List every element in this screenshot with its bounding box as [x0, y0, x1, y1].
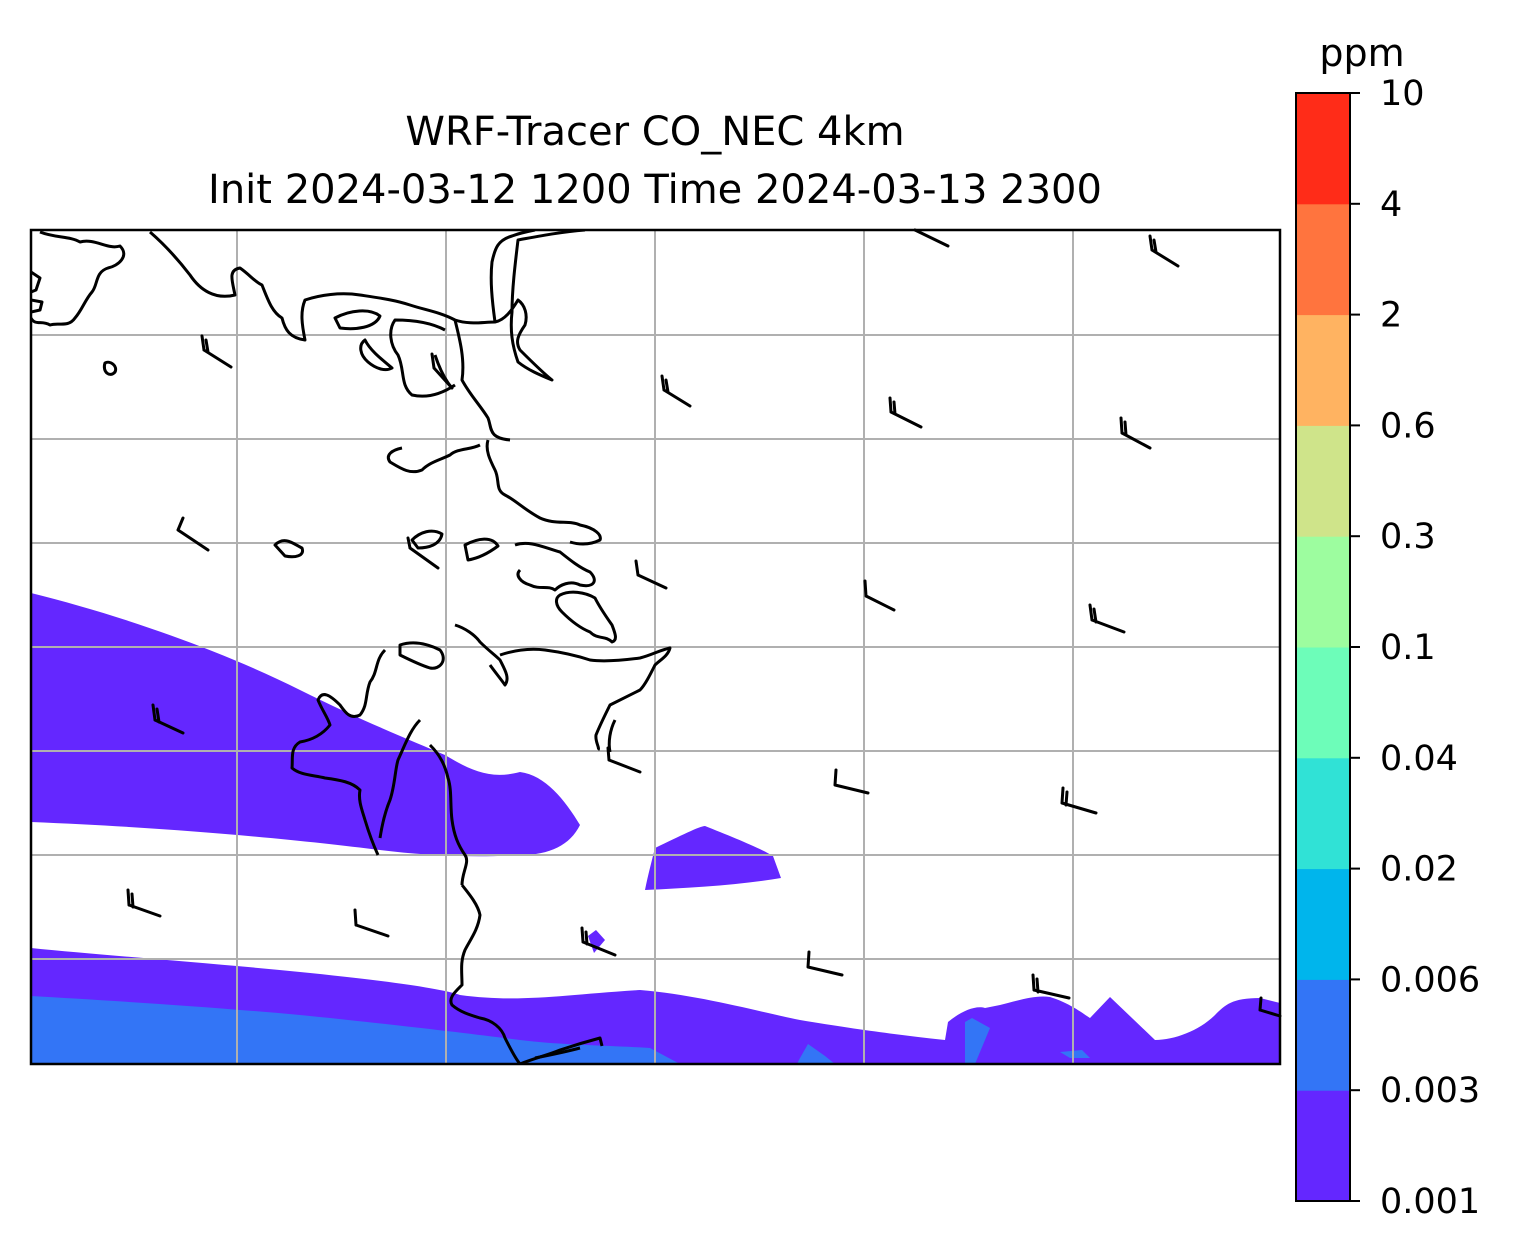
colorbar: 0.001 0.003 0.006 0.02 0.04 0.1 0.3 0.6 2 4 10 ppm — [1295, 31, 1480, 1222]
colorbar-tick-label: 10 — [1380, 74, 1425, 114]
colorbar-tick-label: 0.3 — [1380, 517, 1436, 557]
coastlines — [31, 230, 672, 1064]
map-title-line-2: Init 2024-03-12 1200 Time 2024-03-13 230… — [208, 167, 1102, 213]
plume-bottom-inner-2 — [797, 1044, 835, 1064]
colorbar-swatch — [1296, 1090, 1350, 1202]
colorbar-tick-label: 2 — [1380, 296, 1402, 336]
plume-bottom-inner-4 — [1060, 1050, 1090, 1058]
gridlines — [31, 230, 1280, 1064]
colorbar-tick-label: 0.04 — [1380, 739, 1458, 779]
colorbar-tick-label: 0.003 — [1380, 1071, 1480, 1111]
colorbar-tick-label: 4 — [1380, 185, 1402, 225]
wind-barbs — [126, 228, 1282, 1018]
colorbar-swatch — [1296, 536, 1350, 648]
map-frame — [29, 228, 1282, 1066]
colorbar-tick-label: 0.006 — [1380, 960, 1480, 1000]
colorbar-tick-label: 0.6 — [1380, 406, 1436, 446]
map-panel — [29, 228, 1282, 1066]
colorbar-swatch — [1296, 647, 1350, 759]
colorbar-swatch — [1296, 314, 1350, 426]
plume-mid-patch — [645, 826, 781, 890]
colorbar-tick-label: 0.1 — [1380, 628, 1436, 668]
map-title-line-1: WRF-Tracer CO_NEC 4km — [405, 109, 905, 155]
plume-bottom-inner — [31, 996, 680, 1064]
colorbar-unit-label: ppm — [1319, 31, 1404, 75]
plume-bottom-inner-3 — [965, 1018, 990, 1064]
colorbar-swatch — [1296, 979, 1350, 1091]
colorbar-swatch — [1296, 868, 1350, 980]
colorbar-swatch — [1296, 93, 1350, 205]
colorbar-tick-label: 0.02 — [1380, 850, 1458, 890]
colorbar-swatch — [1296, 203, 1350, 316]
colorbar-tick-label: 0.001 — [1380, 1182, 1480, 1222]
colorbar-swatch — [1296, 757, 1350, 870]
plume-upper — [31, 593, 580, 857]
colorbar-swatch — [1296, 425, 1350, 537]
